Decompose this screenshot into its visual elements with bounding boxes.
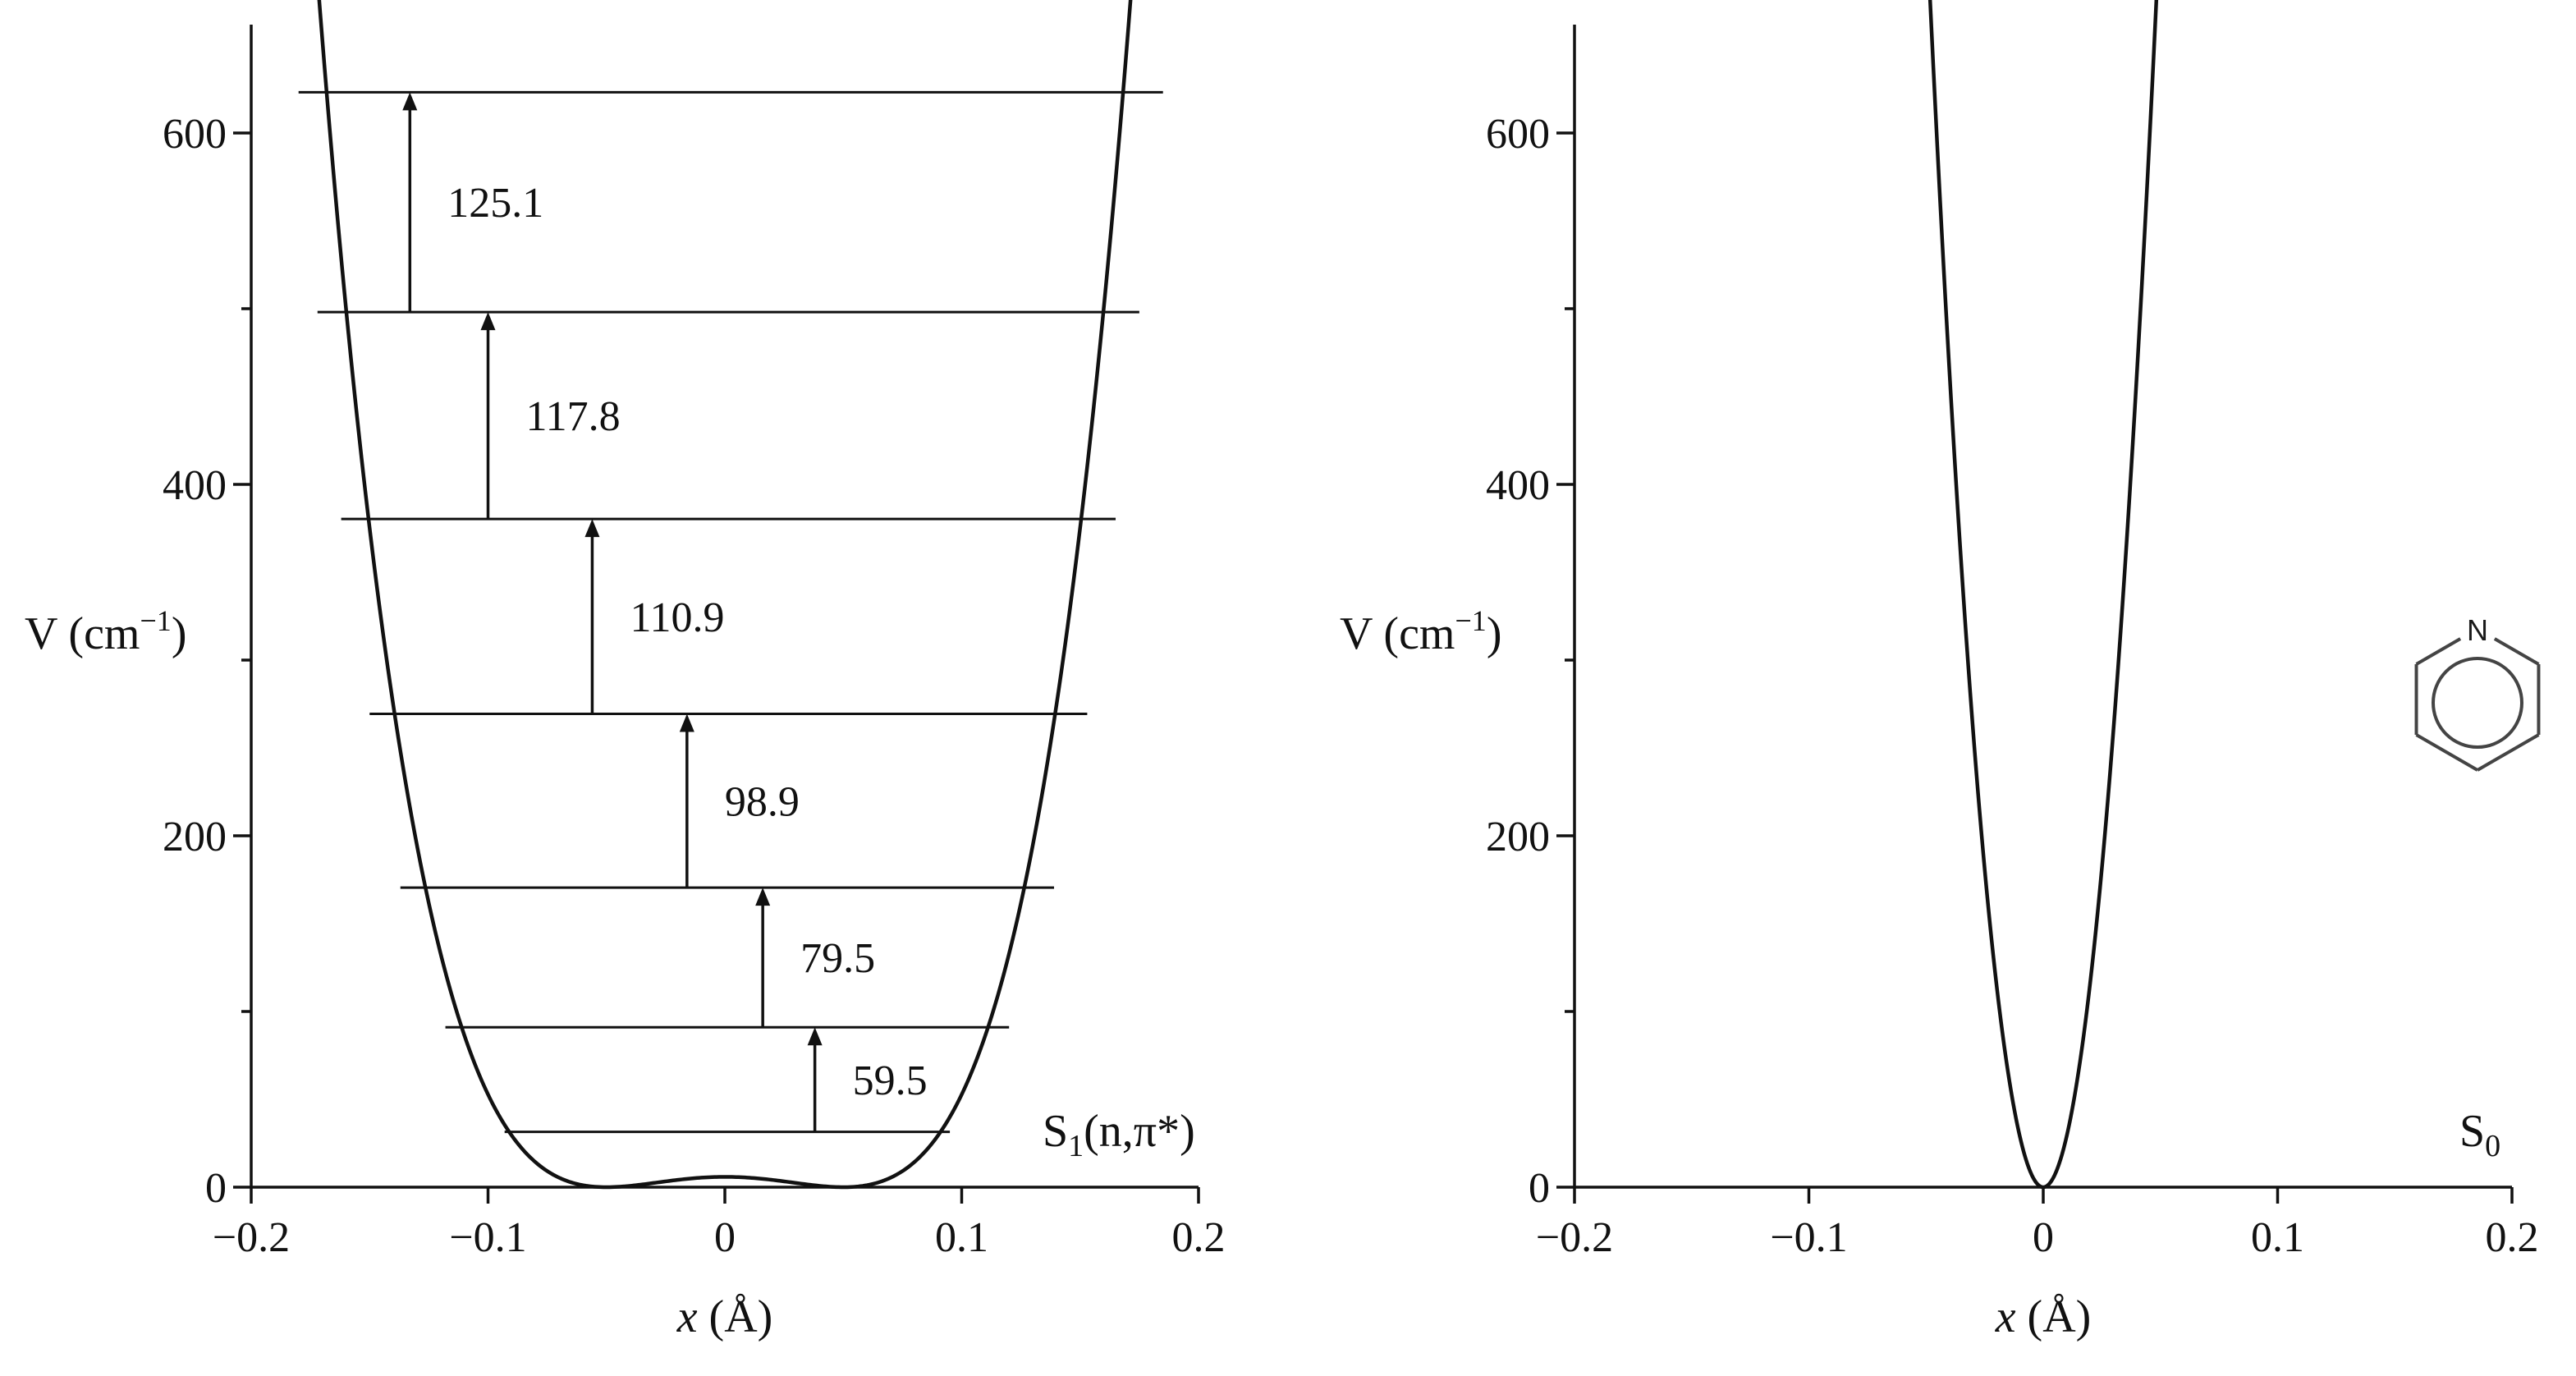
x-tick-label: −0.2: [213, 1214, 290, 1261]
x-tick-label: 0: [714, 1214, 736, 1261]
y-tick-label: 0: [205, 1165, 227, 1212]
x-axis-variable: x: [1995, 1291, 2016, 1342]
x-tick-label: 0.1: [2251, 1214, 2304, 1261]
y-axis-label-sup: −1: [140, 604, 172, 637]
ring-bond: [2415, 637, 2462, 666]
x-tick-label: 0.2: [2486, 1214, 2539, 1261]
transition-label: 79.5: [800, 935, 875, 982]
transition-label: 98.9: [725, 778, 800, 825]
y-axis-label-main: V (cm: [25, 608, 140, 659]
potential-curve-s1: [317, 0, 1133, 1190]
y-tick-label: 0: [1529, 1165, 1550, 1212]
state-label-rest: (n,π*): [1084, 1106, 1195, 1157]
y-tick-label: 200: [1486, 814, 1550, 860]
transition-arrowhead: [480, 312, 496, 331]
transition-arrowhead: [402, 92, 418, 111]
x-tick-label: 0: [2033, 1214, 2054, 1261]
potential-curve-s0: [1927, 0, 2159, 1190]
pyridine-structure-icon: N: [2414, 613, 2541, 772]
transition-arrowhead: [807, 1027, 823, 1046]
x-tick-label: −0.1: [449, 1214, 526, 1261]
transition-arrowhead: [679, 713, 694, 732]
x-tick-label: −0.2: [1536, 1214, 1613, 1261]
y-tick-label: 600: [1486, 111, 1550, 158]
x-tick-label: 0.1: [935, 1214, 988, 1261]
transition-label: 59.5: [853, 1057, 928, 1104]
transition-arrowhead: [584, 519, 600, 538]
state-label-s1: S1(n,π*): [1043, 1106, 1195, 1163]
panel-left-s1: 0 200 400 600 −0.2 −0.1 0 0.1 0.2 x (Å) V (cm−1) 59.…: [25, 0, 1226, 1342]
transition-label: 117.8: [526, 393, 621, 440]
state-label-s0: S0: [2459, 1106, 2500, 1163]
y-axis-label: V (cm−1): [25, 604, 186, 659]
x-tick-label: 0.2: [1172, 1214, 1226, 1261]
y-axis-label-close: ): [1487, 608, 1502, 659]
x-tick-label: −0.1: [1770, 1214, 1847, 1261]
state-label-main: S: [1043, 1106, 1068, 1157]
y-tick-label: 200: [163, 814, 227, 860]
x-axis-unit: (Å): [709, 1291, 773, 1342]
y-tick-label: 600: [163, 111, 227, 158]
x-axis-variable: x: [676, 1291, 698, 1342]
state-label-main: S: [2459, 1106, 2485, 1157]
y-tick-label: 400: [1486, 462, 1550, 509]
x-axis-unit: (Å): [2028, 1291, 2092, 1342]
aromatic-ring-circle: [2432, 657, 2523, 749]
ring-bond: [2477, 733, 2540, 772]
state-label-sub: 1: [1068, 1129, 1084, 1163]
y-tick-label: 400: [163, 462, 227, 509]
y-axis-label-close: ): [172, 608, 187, 659]
x-axis-label: x (Å): [1995, 1291, 2092, 1342]
transition-label: 125.1: [447, 180, 543, 227]
state-label-sub: 0: [2485, 1129, 2500, 1163]
ring-bond: [2493, 637, 2540, 666]
y-axis-label: V (cm−1): [1340, 604, 1501, 659]
x-axis-label: x (Å): [676, 1291, 773, 1342]
y-axis-label-sup: −1: [1455, 604, 1487, 637]
ring-bond: [2415, 733, 2478, 772]
nitrogen-atom-label: N: [2467, 613, 2488, 647]
y-axis-label-main: V (cm: [1340, 608, 1455, 659]
transition-label: 110.9: [630, 594, 724, 641]
transition-arrowhead: [755, 888, 771, 906]
